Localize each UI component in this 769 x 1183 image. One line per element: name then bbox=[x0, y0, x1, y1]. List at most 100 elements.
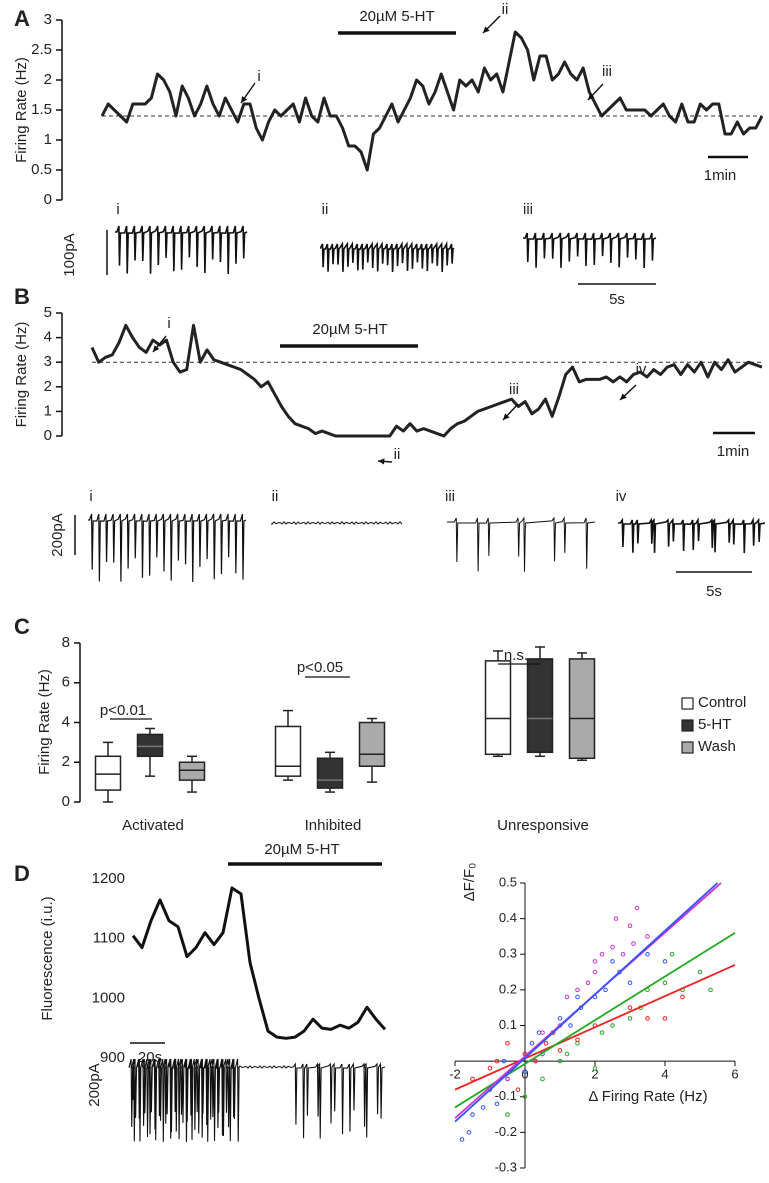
current-trace bbox=[237, 1065, 293, 1070]
x-tick-label: Activated bbox=[122, 817, 184, 834]
y-tick-label: 2.5 bbox=[31, 41, 52, 58]
scale-label: 1min bbox=[704, 167, 737, 184]
scatter-point bbox=[470, 1076, 475, 1082]
drug-label: 20µM 5-HT bbox=[359, 8, 434, 25]
arrow-head bbox=[588, 93, 595, 100]
legend-swatch bbox=[681, 741, 694, 754]
axis-label: Firing Rate (Hz) bbox=[13, 57, 30, 163]
trace-label: iii bbox=[445, 488, 455, 505]
scatter-point bbox=[575, 994, 580, 1000]
y-tick-label: 4 bbox=[44, 329, 52, 346]
firing-line bbox=[90, 323, 763, 438]
firing-line bbox=[100, 30, 764, 172]
y-tick-label: 1 bbox=[44, 402, 52, 419]
scatter-point bbox=[470, 1112, 475, 1117]
scatter-point bbox=[599, 951, 605, 957]
scatter-point bbox=[568, 1023, 573, 1028]
scale-label: 200pA bbox=[49, 513, 66, 556]
scatter-point bbox=[487, 1065, 493, 1071]
y-tick-label: 1200 bbox=[92, 870, 125, 887]
scatter-point bbox=[610, 959, 615, 964]
arrow-head bbox=[153, 345, 160, 352]
y-tick-label: 0.3 bbox=[499, 946, 517, 961]
scatter-point bbox=[557, 1058, 563, 1064]
scatter-point bbox=[459, 1137, 465, 1142]
current-trace bbox=[447, 516, 596, 572]
axis-label: ΔF/F₀ bbox=[461, 863, 478, 902]
current-trace bbox=[618, 516, 766, 553]
significance: p<0.01 bbox=[100, 702, 146, 719]
y-tick-label: 0.4 bbox=[499, 910, 517, 925]
box bbox=[526, 658, 554, 754]
scatter-point bbox=[680, 994, 685, 1000]
x-tick-label: 6 bbox=[731, 1067, 738, 1082]
box bbox=[358, 721, 386, 767]
scale-label: 5s bbox=[609, 291, 625, 308]
scatter-point bbox=[575, 987, 580, 993]
axis-label: Firing Rate (Hz) bbox=[36, 669, 53, 775]
scatter-point bbox=[708, 987, 713, 993]
y-tick-label: 6 bbox=[62, 674, 70, 691]
y-tick-label: 0.1 bbox=[499, 1017, 517, 1032]
scatter-point bbox=[540, 1030, 545, 1035]
scatter-point bbox=[645, 951, 650, 957]
scatter-point bbox=[522, 1069, 528, 1075]
x-tick-label: 4 bbox=[661, 1067, 668, 1082]
scatter-point bbox=[645, 934, 650, 939]
scatter-point bbox=[515, 1087, 521, 1092]
trace-label: iv bbox=[616, 488, 627, 505]
scatter-point bbox=[610, 944, 615, 950]
y-tick-label: 4 bbox=[62, 713, 70, 730]
trace-label: ii bbox=[272, 488, 279, 505]
y-tick-label: -0.1 bbox=[495, 1088, 517, 1103]
box bbox=[484, 660, 512, 756]
y-tick-label: 2 bbox=[62, 753, 70, 770]
y-tick-label: 2 bbox=[44, 71, 52, 88]
legend-swatch bbox=[681, 697, 694, 710]
y-tick-label: 0 bbox=[44, 191, 52, 208]
arrow-head bbox=[483, 26, 490, 33]
scatter-point bbox=[564, 994, 570, 1000]
scatter-point bbox=[599, 1030, 605, 1035]
panel-label: D bbox=[14, 861, 30, 886]
arrow-label: i bbox=[257, 68, 260, 85]
y-tick-label: 8 bbox=[62, 634, 70, 651]
scale-label: 200pA bbox=[86, 1063, 103, 1106]
axis-label: Δ Firing Rate (Hz) bbox=[588, 1088, 707, 1105]
fit-line bbox=[454, 964, 736, 1091]
arrow-head bbox=[620, 393, 627, 400]
box bbox=[568, 658, 596, 760]
scatter-point bbox=[533, 1058, 538, 1064]
y-tick-label: 900 bbox=[100, 1049, 125, 1066]
trace-label: ii bbox=[322, 201, 329, 218]
scatter-point bbox=[557, 1048, 563, 1053]
scale-label: 5s bbox=[706, 583, 722, 600]
trace-label: i bbox=[116, 201, 119, 218]
legend-label: Control bbox=[698, 694, 746, 711]
drug-label: 20µM 5-HT bbox=[312, 321, 387, 338]
scatter-point bbox=[540, 1076, 545, 1082]
arrow-head bbox=[503, 413, 510, 420]
current-trace bbox=[319, 240, 455, 273]
scatter-point bbox=[501, 1058, 507, 1064]
box bbox=[178, 761, 206, 781]
scatter-point bbox=[505, 1076, 510, 1082]
y-tick-label: 0 bbox=[44, 427, 52, 444]
x-tick-label: 2 bbox=[591, 1067, 598, 1082]
scatter-point bbox=[592, 1065, 598, 1071]
significance: p<0.05 bbox=[297, 659, 343, 676]
scatter-point bbox=[662, 980, 668, 986]
scatter-point bbox=[505, 1041, 510, 1046]
scatter-point bbox=[494, 1058, 500, 1064]
y-tick-label: 1 bbox=[44, 131, 52, 148]
trace-label: iii bbox=[523, 201, 533, 218]
scatter-point bbox=[662, 1016, 668, 1021]
y-tick-label: 3 bbox=[44, 11, 52, 28]
drug-label: 20µM 5-HT bbox=[264, 841, 339, 858]
y-tick-label: -0.2 bbox=[495, 1124, 517, 1139]
x-tick-label: -2 bbox=[449, 1067, 461, 1082]
current-trace bbox=[115, 225, 248, 274]
scatter-point bbox=[645, 1016, 650, 1021]
x-tick-label: Inhibited bbox=[305, 817, 362, 834]
